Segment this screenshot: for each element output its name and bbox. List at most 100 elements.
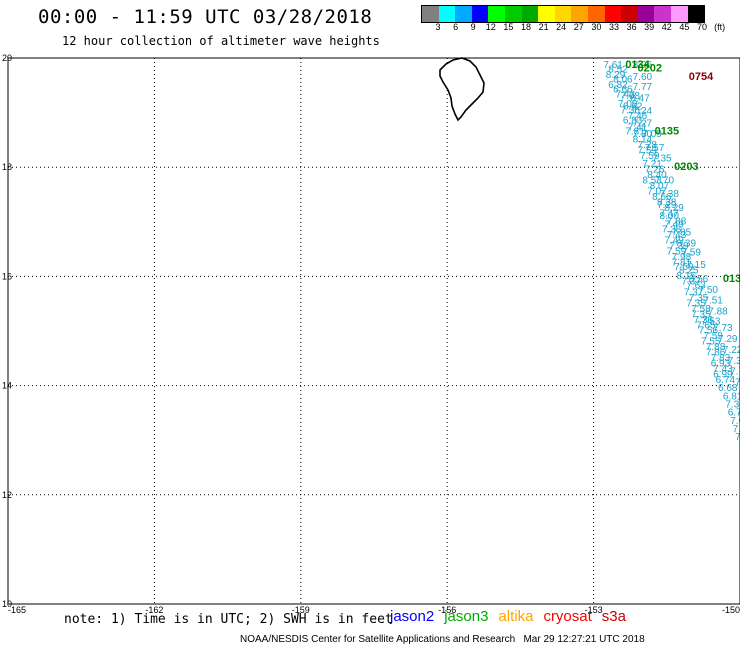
wave-height-value: 7.56 xyxy=(699,326,719,337)
colorbar-swatch xyxy=(604,6,622,22)
pass-time-labels: 01340202075401350203001360 xyxy=(625,59,740,285)
wave-height-value: 7.47 xyxy=(659,208,679,219)
latitude-tick-label: 12 xyxy=(2,490,12,500)
colorbar-swatch xyxy=(455,6,472,22)
wave-height-value: 7.29 xyxy=(718,334,738,345)
colorbar-swatch xyxy=(488,6,505,22)
wave-height-value: 7.49 xyxy=(664,236,684,247)
wave-height-value: 7.55 xyxy=(701,337,721,348)
satellite-legend: jason2 jason3 altika cryosat s3a xyxy=(390,608,636,625)
wave-height-value: 8.40 xyxy=(647,170,667,181)
colorbar-labels: 3 6 9 12 15 18 21 24 27 30 33 36 39 42 45 70 (ft) xyxy=(421,22,740,36)
wave-height-value: 7.35 xyxy=(686,298,706,309)
wave-height-value: 7.22 xyxy=(723,345,740,356)
wave-height-value: 6.74 xyxy=(716,375,736,386)
colorbar-label: (ft) xyxy=(714,22,726,32)
wave-height-value: 7.15 xyxy=(686,260,706,271)
wave-height-value: 6.66 xyxy=(613,84,633,95)
colorbar-swatch xyxy=(538,6,555,22)
latitude-tick-label: 14 xyxy=(2,381,12,391)
wave-height-value: 8.29 xyxy=(606,70,626,81)
colorbar-label: 45 xyxy=(679,22,690,32)
colorbar-label: 24 xyxy=(556,22,567,32)
pass-time-label: 0136 xyxy=(723,273,740,285)
wave-height-value: 7.35 xyxy=(691,309,711,320)
wave-height-value: 7.73 xyxy=(713,323,733,334)
pass-time-label: 0135 xyxy=(655,125,679,137)
wave-height-value: 7.59 xyxy=(674,262,694,273)
colorbar-swatch xyxy=(587,6,605,22)
wave-height-value: 7.83 xyxy=(711,353,731,364)
wave-height-value: 6.81 xyxy=(723,391,740,402)
legend-entry-jason2: jason2 xyxy=(390,608,435,625)
wave-height-value: 7.70 xyxy=(730,367,740,378)
credit-line: NOAA/NESDIS Center for Satellite Applica… xyxy=(240,634,645,645)
wave-height-value: 8.29 xyxy=(664,203,684,214)
wave-height-value: 6.47 xyxy=(630,94,650,105)
colorbar-swatch xyxy=(687,6,705,22)
colorbar-label: 39 xyxy=(644,22,655,32)
colorbar-label: 42 xyxy=(661,22,672,32)
wave-height-value: 7.81 xyxy=(625,126,645,137)
wave-height-value: 7.41 xyxy=(628,123,648,134)
wave-height-value: 8.66 xyxy=(652,192,672,203)
wave-height-value: 7.85 xyxy=(672,227,692,238)
wave-height-value: 7.43 xyxy=(713,364,733,375)
wave-height-value: 7.49 xyxy=(664,219,684,230)
wave-height-value: 7.28 xyxy=(733,424,740,435)
colorbar-swatch xyxy=(654,6,671,22)
wave-height-value: 7.88 xyxy=(706,342,726,353)
wave-height-value: 7.60 xyxy=(633,72,653,83)
wave-height-value: 7.26 xyxy=(645,165,665,176)
colorbar-label: 9 xyxy=(470,22,476,32)
wave-height-value: 7.88 xyxy=(708,307,728,318)
wave-height-value: 7.46 xyxy=(628,111,648,122)
wave-height-value: 7.86 xyxy=(706,348,726,359)
colorbar-swatch xyxy=(621,6,638,22)
colorbar-swatch xyxy=(438,6,456,22)
wave-height-value: 7.64 xyxy=(735,378,740,389)
latitude-tick-label: 18 xyxy=(2,162,12,172)
wave-height-value: 7.81 xyxy=(672,257,692,268)
colorbar-label: 30 xyxy=(591,22,602,32)
wave-height-value: 7.07 xyxy=(647,187,667,198)
wave-height-value: 6.99 xyxy=(713,369,733,380)
colorbar-label: 33 xyxy=(608,22,620,32)
altimeter-observations: 7.61 8.268.528.29 7.608.066.82 7.776.667.43… xyxy=(603,60,740,443)
wave-height-value: 7.65 xyxy=(696,320,716,331)
colorbar-swatch xyxy=(670,6,688,22)
pass-time-label: 0203 xyxy=(674,161,698,173)
wave-height-value: 8.56 xyxy=(689,274,709,285)
colorbar-label: 21 xyxy=(538,22,549,32)
wave-height-value: 7.88 xyxy=(667,217,687,228)
note-text: note: 1) Time is in UTC; 2) SWH is in fe… xyxy=(64,612,393,627)
wave-height-value: 8.38 xyxy=(657,197,677,208)
legend-entry-cryosat: cryosat xyxy=(543,608,592,625)
wave-height-value: 7.39 xyxy=(669,241,689,252)
wave-height-value: 6.68 xyxy=(718,383,738,394)
wave-height-value: 7.28 xyxy=(638,140,658,151)
wave-height-value: 6.62 xyxy=(623,101,643,112)
map-frame xyxy=(7,57,740,605)
wave-height-value: 6.93 xyxy=(711,358,731,369)
wave-height-value: 7.59 xyxy=(667,247,687,258)
wave-height-value: 7.50 xyxy=(699,285,719,296)
wave-height-value: 8.14 xyxy=(633,135,653,146)
wave-height-value: 7.36 xyxy=(620,106,640,117)
wave-height-value: 8.07 xyxy=(650,181,670,192)
wave-height-value: 7.53 xyxy=(701,316,721,327)
colorbar-swatch xyxy=(422,6,439,22)
wave-height-value: 7.09 xyxy=(642,129,662,140)
colorbar-label: 18 xyxy=(520,22,532,32)
wave-height-value: 7.51 xyxy=(703,296,723,307)
wave-height-value: 7.38 xyxy=(662,225,682,236)
wave-height-value: 7.68 xyxy=(620,91,640,102)
colorbar-label: 6 xyxy=(453,22,459,32)
wave-height-value: 7.38 xyxy=(659,189,679,200)
pass-time-label: 0134 xyxy=(625,59,650,71)
wave-height-value: 7.05 xyxy=(730,416,740,427)
wave-height-value: 7.24 xyxy=(633,106,653,117)
longitude-tick-label: -150 xyxy=(722,605,740,615)
wave-height-value: 7.59 xyxy=(703,331,723,342)
